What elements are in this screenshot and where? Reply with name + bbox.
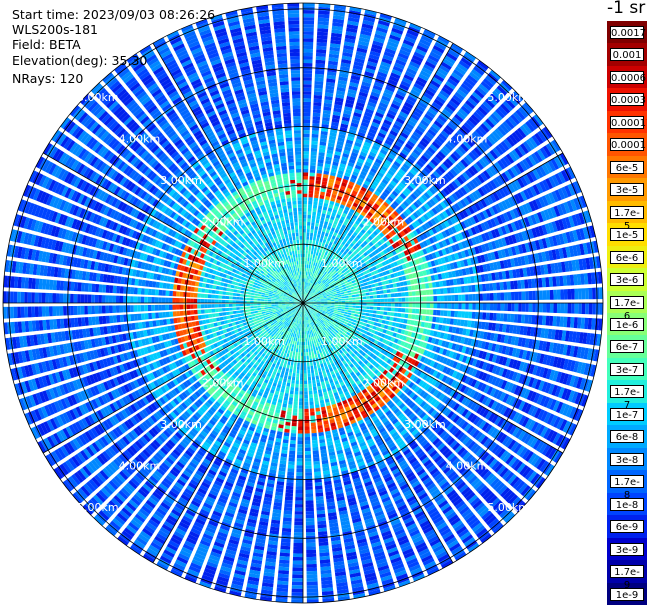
nrays-label: NRays: 120 <box>12 71 84 86</box>
azimuth-spoke <box>302 302 564 454</box>
range-ring-label: 5.00km <box>487 91 529 104</box>
colorbar-tick-label: 6e-9 <box>610 520 644 534</box>
colorbar-tick-label: 0.001 <box>610 48 644 62</box>
range-ring-label: 1.00km <box>243 257 285 270</box>
range-ring-label: 4.00km <box>446 132 488 145</box>
range-ring-label: 3.00km <box>404 418 446 431</box>
colorbar-tick-label: 0.0017 <box>610 26 646 39</box>
colorbar-tick-label: 3e-9 <box>610 542 644 556</box>
colorbar-tick-label: 3e-6 <box>610 273 644 287</box>
azimuth-spoke <box>152 302 304 564</box>
azimuth-spoke <box>302 152 564 304</box>
azimuth-spoke <box>42 152 304 304</box>
colorbar-tick-label: 1.7e-5 <box>610 205 644 232</box>
colorbar-tick-label: 1.7e-6 <box>610 295 644 322</box>
range-ring-label: 2.00km <box>363 376 405 389</box>
colorbar-tick-label: 0.0003 <box>610 93 646 107</box>
field-label: Field: BETA <box>12 37 81 52</box>
colorbar-unit: -1 sr <box>607 0 646 18</box>
colorbar-tick-label: 1e-8 <box>610 497 644 511</box>
colorbar-tick-label: 1e-6 <box>610 318 644 331</box>
azimuth-spoke <box>302 42 454 304</box>
range-ring-label: 3.00km <box>160 174 202 187</box>
range-ring-label: 5.00km <box>77 501 119 514</box>
colorbar-tick-label: 6e-8 <box>610 430 644 444</box>
start-time-label: Start time: 2023/09/03 08:26:26 <box>12 7 216 22</box>
elevation-label: Elevation(deg): 35.30 <box>12 53 148 68</box>
radar-echo-field <box>3 3 603 603</box>
polar-plot: 1.00km 2.00km 3.00km 4.00km 5.00km 1.00km 2.00… <box>2 2 604 604</box>
range-ring-label: 3.00km <box>160 418 202 431</box>
range-ring-label: 1.00km <box>243 335 285 348</box>
colorbar-tick-label: 1e-7 <box>610 407 644 421</box>
range-ring-label: 2.00km <box>363 216 405 229</box>
colorbar-tick-label: 3e-8 <box>610 452 644 466</box>
range-ring-label: 4.00km <box>446 460 488 473</box>
colorbar-tick-label: 0.0001 <box>610 138 646 152</box>
azimuth-spoke <box>152 42 304 304</box>
colorbar-tick-label: 1e-5 <box>610 228 644 242</box>
colorbar-tick-label: 1.7e-7 <box>610 385 644 411</box>
range-ring-label: 2.00km <box>202 376 244 389</box>
colorbar-tick-label: 3e-7 <box>610 362 644 376</box>
range-ring-label: 1.00km <box>321 335 363 348</box>
colorbar-tick-label: 1e-9 <box>610 587 644 601</box>
colorbar-tick-label: 1.7e-9 <box>610 565 644 591</box>
range-ring-label: 4.00km <box>119 460 161 473</box>
azimuth-spoke <box>302 302 454 564</box>
colorbar-tick-label: 3e-5 <box>610 183 644 197</box>
range-ring-label: 2.00km <box>202 216 244 229</box>
colorbar-tick-label: 6e-7 <box>610 340 644 354</box>
colorbar-tick-label: 0.0006 <box>610 70 646 84</box>
colorbar-tick-label: 0.00017 <box>610 115 647 129</box>
range-ring-label: 1.00km <box>321 257 363 270</box>
colorbar-tick-label: 6e-6 <box>610 250 644 264</box>
azimuth-spoke <box>42 302 304 454</box>
device-label: WLS200s-181 <box>12 22 98 37</box>
range-ring-label: 4.00km <box>119 132 161 145</box>
colorbar-tick-label: 1.7e-8 <box>610 475 644 501</box>
range-ring-label: 3.00km <box>404 174 446 187</box>
range-ring-label: 5.00km <box>77 91 119 104</box>
colorbar-tick-label: 6e-5 <box>610 160 644 174</box>
range-ring-label: 5.00km <box>487 501 529 514</box>
